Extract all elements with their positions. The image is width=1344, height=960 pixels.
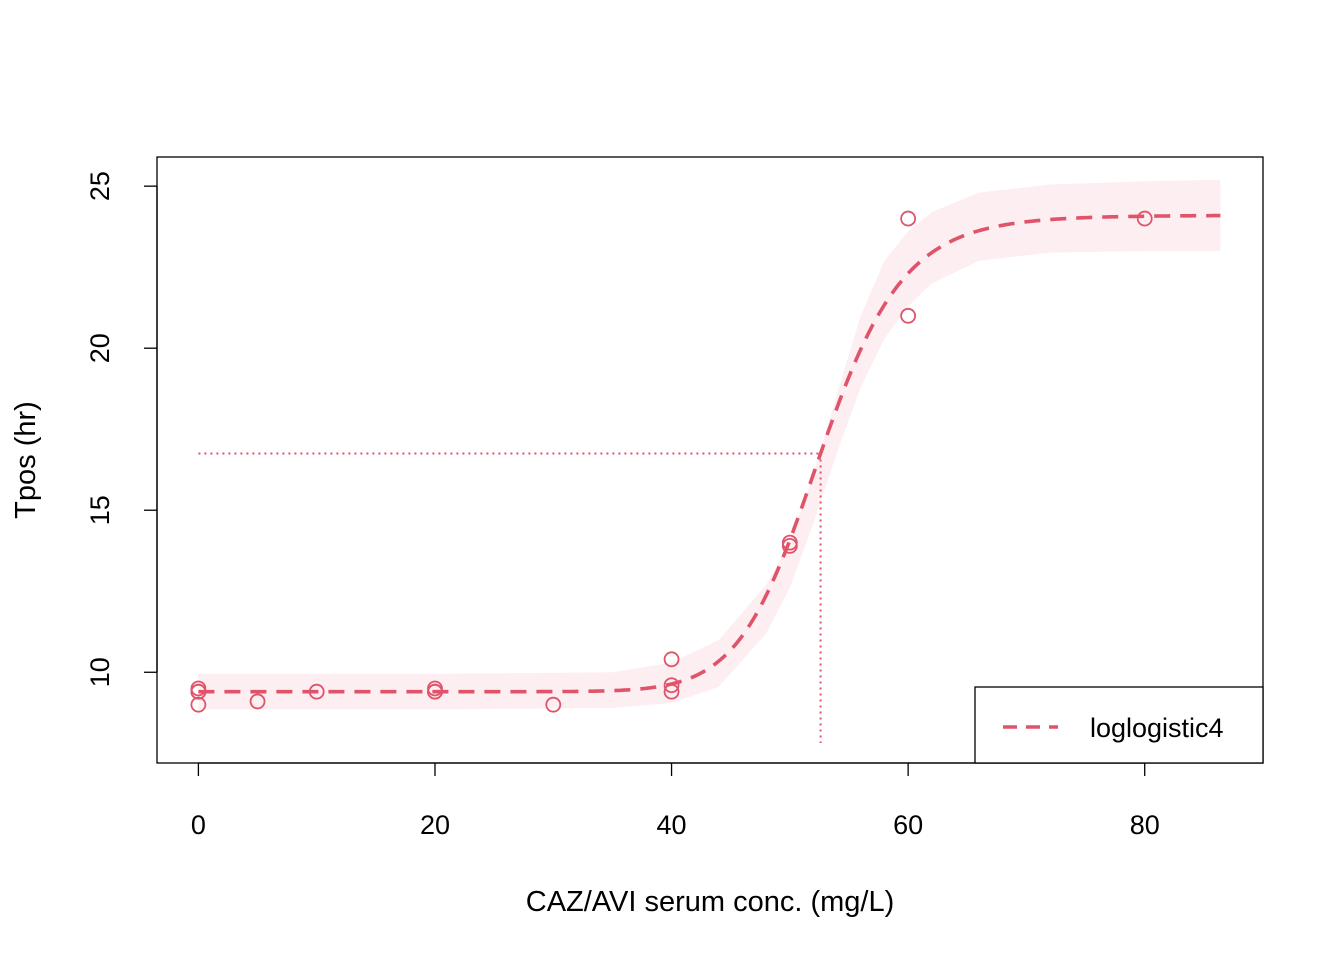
- y-tick-label: 20: [85, 333, 115, 363]
- x-tick-label: 60: [893, 810, 923, 840]
- y-axis-title: Tpos (hr): [10, 401, 42, 519]
- x-tick-label: 0: [191, 810, 206, 840]
- data-points: [190, 210, 1153, 713]
- legend: loglogistic4: [974, 686, 1264, 764]
- data-point: [1136, 210, 1153, 227]
- y-tick-label: 10: [85, 657, 115, 687]
- data-point: [308, 683, 325, 700]
- confidence-band-layer: [198, 179, 1221, 710]
- plot-area-border: [156, 156, 1264, 764]
- data-point: [545, 696, 562, 713]
- data-point: [663, 677, 680, 694]
- x-tick-label: 40: [657, 810, 687, 840]
- data-point: [900, 307, 917, 324]
- x-axis-title: CAZ/AVI serum conc. (mg/L): [526, 886, 895, 918]
- legend-box: [974, 686, 1264, 764]
- fitted-curve-loglogistic4: [198, 213, 1221, 694]
- ed50-reference-lines: [198, 452, 822, 743]
- x-tick-label: 20: [420, 810, 450, 840]
- data-point: [190, 696, 207, 713]
- y-tick-label: 25: [85, 171, 115, 201]
- y-tick-label: 15: [85, 495, 115, 525]
- data-point: [663, 651, 680, 668]
- data-point: [427, 683, 443, 700]
- data-point: [781, 537, 798, 554]
- data-point: [249, 693, 266, 710]
- confidence-band: [198, 179, 1221, 710]
- data-point: [190, 683, 207, 700]
- data-point: [900, 210, 917, 227]
- x-tick-label: 80: [1130, 810, 1160, 840]
- legend-label-loglogistic4: loglogistic4: [1090, 713, 1224, 743]
- data-point: [663, 683, 680, 700]
- fitted-curve-layer: [198, 213, 1221, 694]
